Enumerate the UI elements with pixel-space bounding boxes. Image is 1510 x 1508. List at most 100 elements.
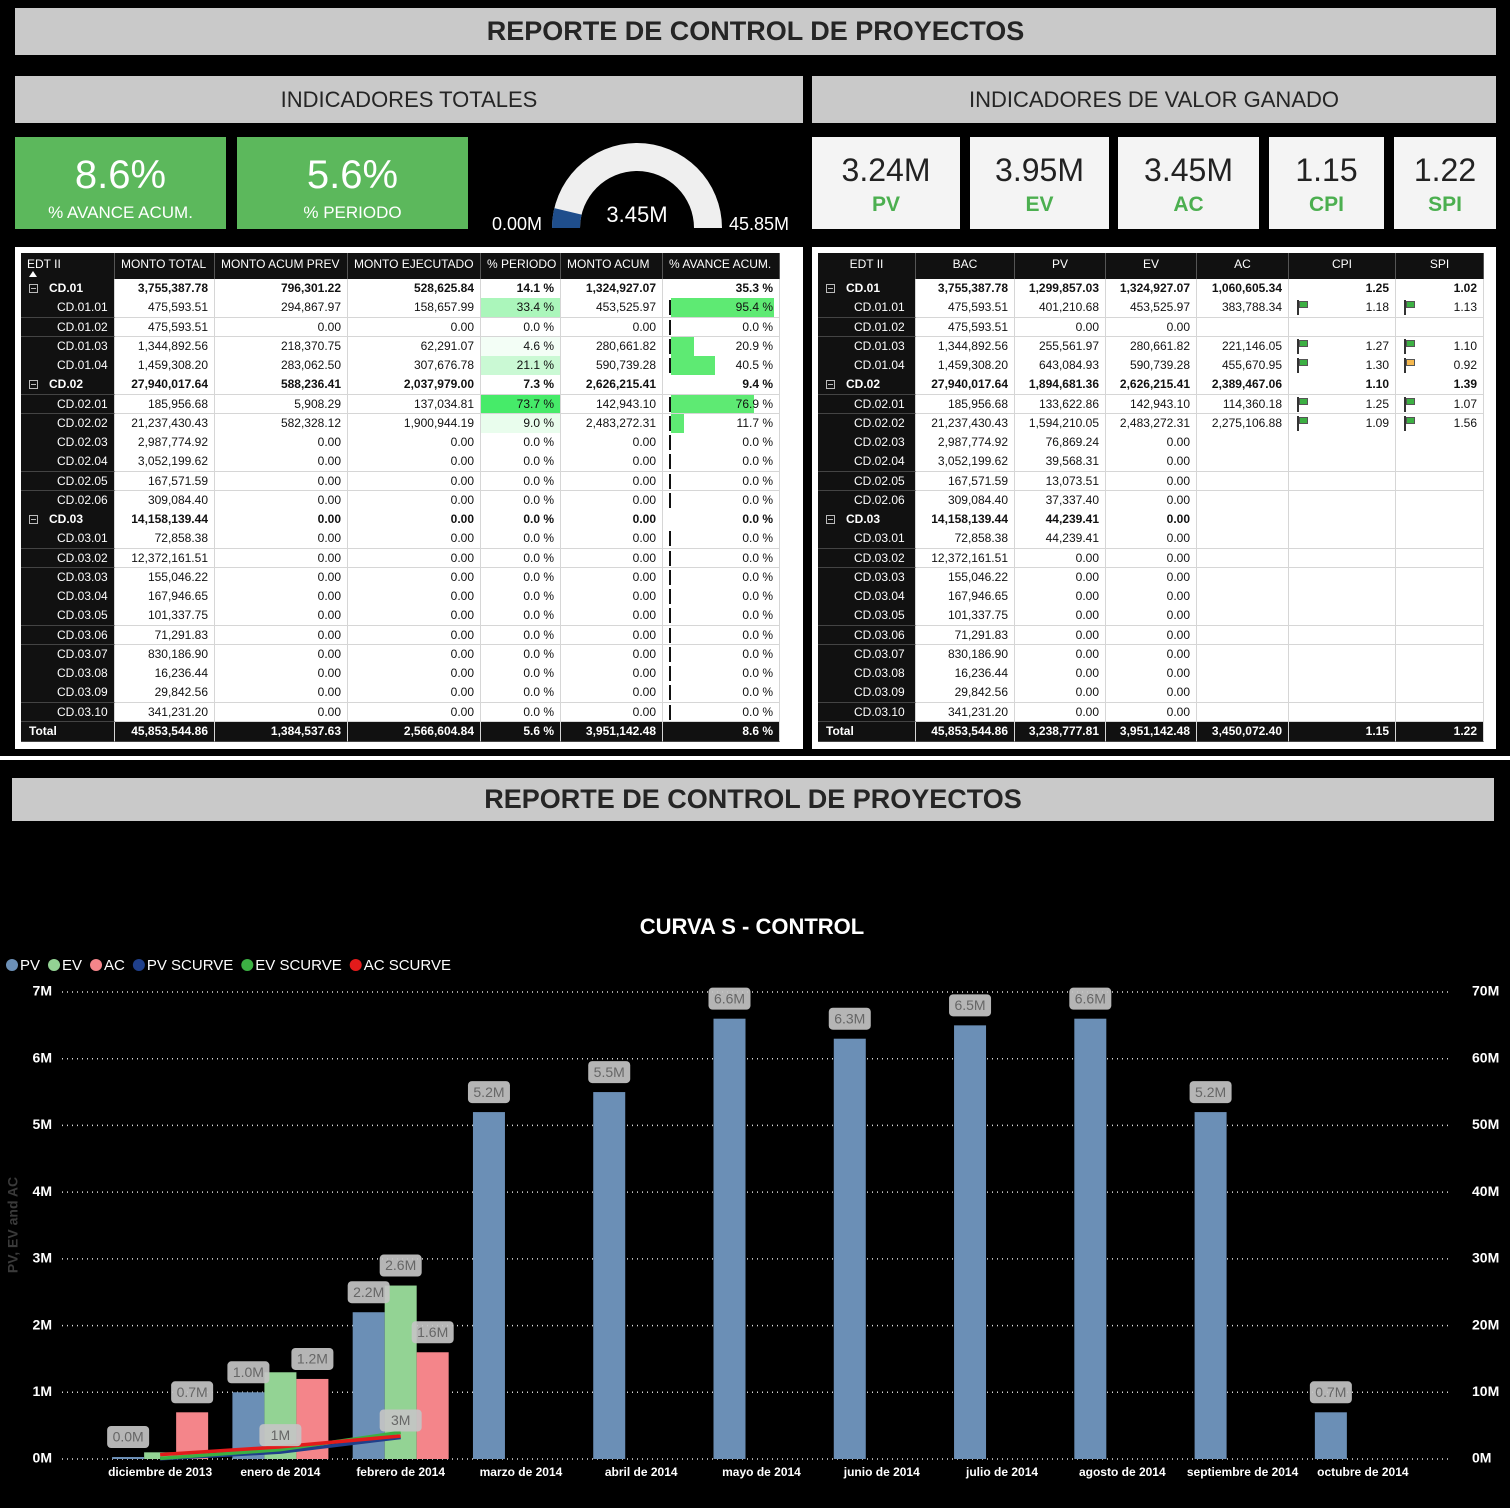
data-label-box (291, 1347, 334, 1370)
table-cell: 0.00 (561, 510, 663, 530)
table-cell: 0.00 (215, 490, 348, 511)
flag-cloth (1406, 359, 1415, 367)
table-cell: 830,186.90 (916, 644, 1015, 665)
table-cell: 0.00 (215, 606, 348, 627)
cell-text: 2,275,106.88 (1211, 415, 1282, 430)
cell-text: 14.1 % (516, 281, 554, 295)
row-header: CD.02.04 (818, 452, 916, 473)
table-cell: 9.4 % (663, 375, 780, 396)
row-header: CD.03.09 (21, 683, 115, 704)
cell-text: 1,060,605.34 (1211, 281, 1282, 295)
table-cell: 0.00 (215, 529, 348, 550)
table-cell: 341,231.20 (916, 702, 1015, 723)
chart-title: CURVA S - CONTROL (640, 914, 864, 939)
table-cell: 9.0 % (481, 413, 561, 434)
cell-text: 95.4 % (735, 300, 773, 315)
table-cell: 5,908.29 (215, 394, 348, 415)
table-cell: 45,853,544.86 (916, 721, 1015, 742)
cell-text: 453,525.97 (595, 300, 656, 315)
cell-text: 73.7 % (516, 396, 554, 411)
page-title: REPORTE DE CONTROL DE PROYECTOS (15, 8, 1496, 55)
cell-text: CD.03.08 (57, 666, 108, 681)
collapse-icon[interactable] (826, 380, 835, 390)
data-label: 6.6M (1075, 990, 1106, 1006)
table-cell: 0.00 (215, 548, 348, 569)
cell-text: 101,337.75 (947, 608, 1008, 623)
flag (1297, 415, 1311, 431)
table-cell: 1,459,308.20 (115, 356, 215, 376)
table-cell: 158,657.99 (348, 298, 481, 318)
table-cell: 0.92 (1396, 356, 1484, 376)
cell-text: 1,344,892.56 (937, 338, 1008, 353)
cell-text: 0.00 (317, 435, 341, 450)
cell-text: 1.13 (1453, 300, 1477, 315)
cell-text: 0.00 (1075, 627, 1099, 642)
bar (416, 1352, 449, 1459)
cell-text: 341,231.20 (947, 704, 1008, 719)
bar-axis (669, 569, 671, 585)
y-tick-label: 5M (33, 1116, 52, 1132)
cell-text: CD.03.10 (57, 704, 108, 719)
cell-text: 0.00 (317, 454, 341, 469)
cell-text: 0.0 % (523, 550, 554, 565)
data-label: 5.2M (1195, 1084, 1226, 1100)
data-label: 1.0M (233, 1364, 264, 1380)
table-cell: 133,622.86 (1015, 394, 1106, 415)
cell-text: 27,940,017.64 (131, 377, 208, 392)
table-cell (1396, 452, 1484, 473)
column-header: MONTO ACUM (561, 253, 663, 279)
table-cell: 309,084.40 (115, 490, 215, 511)
row-header: CD.03.10 (21, 702, 115, 723)
row-header: CD.02.06 (21, 490, 115, 511)
cell-text: 0.0 % (742, 646, 773, 661)
table-cell: 280,661.82 (561, 336, 663, 357)
column-header: EV (1106, 253, 1197, 279)
cell-text: 0.00 (1166, 473, 1190, 488)
collapse-icon[interactable] (29, 380, 38, 390)
table-cell: 1.39 (1396, 375, 1484, 396)
cell-text: 7.3 % (523, 377, 554, 392)
cell-text: 528,625.84 (413, 281, 474, 295)
collapse-icon[interactable] (826, 284, 835, 293)
data-label-box (411, 1321, 454, 1344)
cell-text: 0.0 % (742, 531, 773, 546)
table-cell: 0.00 (1015, 644, 1106, 665)
table-cell: 0.00 (215, 702, 348, 723)
cell-text: 0.00 (1166, 531, 1190, 546)
flag (1404, 358, 1418, 374)
cell-text: 1.22 (1453, 723, 1477, 738)
cell-text: CD.02.03 (854, 435, 905, 450)
cell-text: 0.0 % (523, 608, 554, 623)
collapse-icon[interactable] (826, 515, 835, 525)
cell-text: 0.0 % (742, 435, 773, 450)
table-cell: 383,788.34 (1197, 298, 1289, 318)
data-label-box (1189, 1081, 1232, 1104)
cell-text: 0.00 (450, 685, 474, 700)
collapse-icon[interactable] (29, 515, 38, 525)
cell-text: 1,344,892.56 (137, 338, 208, 353)
cell-text: 0.00 (632, 589, 656, 604)
cell-text: 1.25 (1365, 396, 1389, 411)
column-header: BAC (916, 253, 1015, 279)
table-cell (1289, 606, 1396, 627)
table-cell (1197, 490, 1289, 511)
table-cell: 8.6 % (663, 721, 780, 742)
data-label: 6.6M (714, 990, 745, 1006)
table-cell: 0.00 (215, 433, 348, 453)
row-header: CD.01 (818, 279, 916, 299)
data-label: 0.7M (177, 1384, 208, 1400)
legend-swatch (6, 959, 18, 971)
table-cell: 401,210.68 (1015, 298, 1106, 318)
cell-text: 453,525.97 (1129, 300, 1190, 315)
y-tick-label: 0M (33, 1450, 52, 1466)
cell-text: CD.03.09 (57, 685, 108, 700)
collapse-icon[interactable] (29, 284, 38, 293)
table-cell: 33.4 % (481, 298, 561, 318)
cell-text: 280,661.82 (1129, 338, 1190, 353)
cell-text: 0.00 (632, 704, 656, 719)
cell-text: 167,571.59 (947, 473, 1008, 488)
flag-pole (1297, 338, 1299, 354)
card-value: 3.24M (841, 152, 931, 188)
flag-cloth (1299, 339, 1308, 347)
y-tick-label: 2M (33, 1316, 52, 1332)
